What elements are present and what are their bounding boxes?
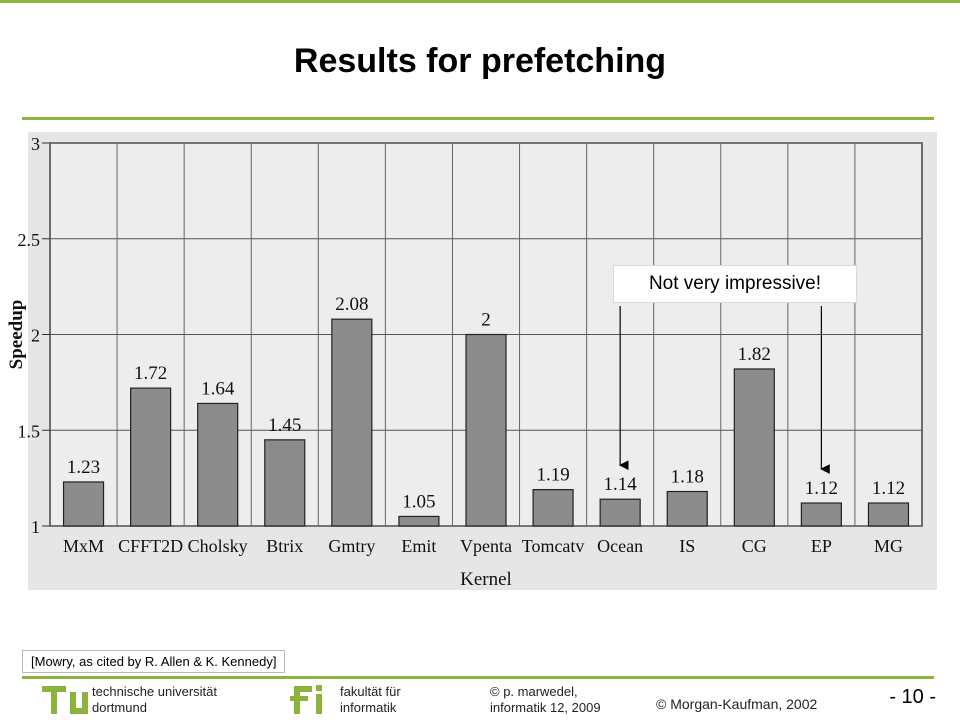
bar-value-label: 1.05 <box>402 491 435 512</box>
x-axis-title: Kernel <box>460 569 512 590</box>
top-accent-line <box>0 0 960 3</box>
bar-value-label: 1.14 <box>604 474 638 495</box>
bar <box>800 502 842 527</box>
bar-value-label: 1.12 <box>872 478 905 499</box>
bar-value-label: 2.08 <box>335 294 368 315</box>
university-name: technische universität dortmund <box>92 684 217 716</box>
x-tick-label: EP <box>811 536 832 556</box>
y-tick-label: 1 <box>31 517 40 537</box>
callout-box: Not very impressive! <box>613 265 857 303</box>
bar-value-label: 1.18 <box>671 467 704 488</box>
title-rule <box>22 117 934 120</box>
x-tick-label: Gmtry <box>328 536 375 556</box>
bar <box>331 318 373 527</box>
faculty-name: fakultät für informatik <box>340 684 401 716</box>
x-tick-label: CFFT2D <box>118 536 183 556</box>
bar <box>532 489 574 527</box>
x-tick-label: MG <box>874 536 903 556</box>
bar <box>599 498 641 527</box>
author-line-1: © p. marwedel, <box>490 684 578 699</box>
bar-value-label: 2 <box>481 310 491 331</box>
y-tick-label: 2 <box>31 326 40 346</box>
fi-logo-icon <box>290 685 322 714</box>
footer-rule <box>22 676 934 679</box>
bar <box>666 490 708 527</box>
university-line-1: technische universität <box>92 684 218 699</box>
bar <box>398 515 440 527</box>
bar <box>264 439 306 527</box>
x-tick-label: MxM <box>63 536 104 556</box>
bar-value-label: 1.23 <box>67 457 100 478</box>
x-tick-label: Btrix <box>266 536 303 556</box>
bar <box>130 387 172 527</box>
bar <box>197 402 239 527</box>
bar-value-label: 1.64 <box>201 378 235 399</box>
x-tick-label: Vpenta <box>460 536 512 556</box>
y-tick-label: 3 <box>31 134 40 154</box>
bar <box>62 481 105 527</box>
faculty-line-2: informatik <box>340 700 397 715</box>
bar <box>867 502 910 527</box>
author-credit: © p. marwedel, informatik 12, 2009 <box>490 684 601 716</box>
slide-title: Results for prefetching <box>293 42 667 80</box>
x-tick-label: Tomcatv <box>522 536 585 556</box>
author-line-2: informatik 12, 2009 <box>490 700 601 715</box>
page-number: - 10 - <box>889 686 936 708</box>
bar-value-label: 1.19 <box>536 465 569 486</box>
bar <box>465 333 507 527</box>
x-tick-label: Emit <box>401 536 436 556</box>
x-tick-label: IS <box>679 536 695 556</box>
bar-value-label: 1.12 <box>805 478 838 499</box>
bar-value-label: 1.72 <box>134 363 167 384</box>
x-tick-label: Cholsky <box>188 536 248 556</box>
bar <box>733 368 775 527</box>
university-line-2: dortmund <box>92 700 147 715</box>
y-tick-label: 1.5 <box>18 421 41 441</box>
tu-logo-icon <box>42 686 88 714</box>
copyright-notice: © Morgan-Kaufman, 2002 <box>656 696 818 712</box>
y-tick-label: 2.5 <box>18 230 41 250</box>
bar-value-label: 1.45 <box>268 415 301 436</box>
y-axis-title: Speedup <box>6 300 27 370</box>
x-tick-label: CG <box>742 536 767 556</box>
bar-value-label: 1.82 <box>738 344 771 365</box>
x-tick-label: Ocean <box>597 536 643 556</box>
citation: [Mowry, as cited by R. Allen & K. Kenned… <box>22 650 286 673</box>
faculty-line-1: fakultät für <box>340 684 401 699</box>
